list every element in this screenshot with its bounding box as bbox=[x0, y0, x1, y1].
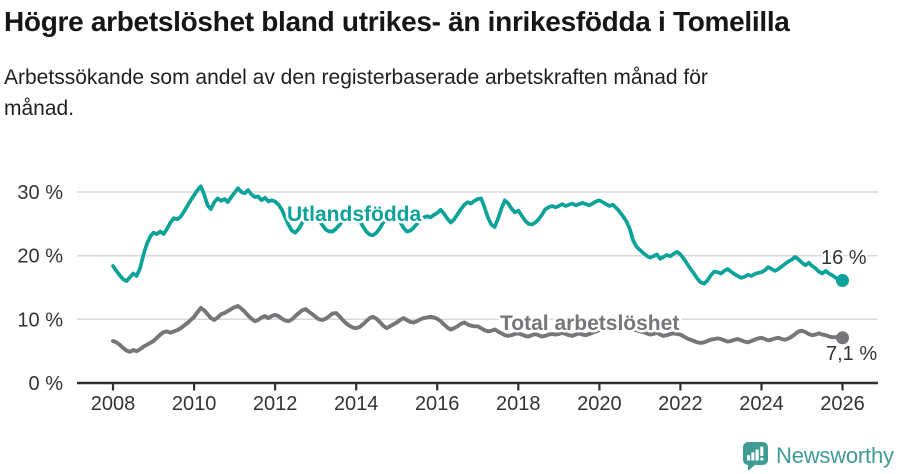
x-axis-ticks bbox=[111, 383, 844, 391]
chart-subtitle-line1: Arbetssökande som andel av den registerb… bbox=[4, 66, 708, 89]
chart-subtitle: Arbetssökande som andel av den registerb… bbox=[4, 62, 884, 124]
x-tick-label-2020: 2020 bbox=[577, 393, 622, 415]
chart-subtitle-line2: månad. bbox=[4, 97, 75, 120]
x-tick-label-2008: 2008 bbox=[91, 393, 136, 415]
newsworthy-logo-link[interactable]: Newsworthy bbox=[742, 441, 894, 471]
x-tick-label-2026: 2026 bbox=[820, 393, 865, 415]
x-tick-label-2016: 2016 bbox=[415, 393, 460, 415]
end-value-label-total: 7,1 % bbox=[826, 343, 877, 365]
x-tick-label-2012: 2012 bbox=[253, 393, 298, 415]
x-tick-label-2024: 2024 bbox=[739, 393, 784, 415]
end-value-label-utlandsfodda: 16 % bbox=[821, 247, 867, 269]
newsworthy-logo-icon bbox=[743, 442, 768, 471]
logo-bar-chart-glyph bbox=[747, 446, 764, 461]
series-label-total: Total arbetslöshet bbox=[500, 312, 679, 335]
x-axis-tick-labels: 2008 2010 2012 2014 2016 2018 2020 2022 2024 2026 bbox=[91, 393, 865, 415]
x-tick-label-2010: 2010 bbox=[172, 393, 217, 415]
series-line-utlandsfodda bbox=[111, 184, 845, 286]
y-tick-label-30: 30 % bbox=[17, 182, 63, 204]
series-label-utlandsfodda: Utlandsfödda bbox=[287, 203, 421, 226]
x-tick-label-2018: 2018 bbox=[496, 393, 541, 415]
x-tick-label-2014: 2014 bbox=[334, 393, 379, 415]
series-end-dot-utlandsfodda bbox=[836, 274, 849, 287]
series-line-total bbox=[111, 304, 845, 354]
y-tick-label-0: 0 % bbox=[29, 373, 64, 395]
y-tick-label-10: 10 % bbox=[17, 309, 63, 331]
chart-title: Högre arbetslöshet bland utrikes- än inr… bbox=[4, 6, 790, 37]
x-tick-label-2022: 2022 bbox=[658, 393, 703, 415]
newsworthy-brand-name: Newsworthy bbox=[776, 443, 894, 468]
y-tick-label-20: 20 % bbox=[17, 246, 63, 268]
logo-speech-bubble bbox=[743, 442, 768, 471]
gridlines bbox=[77, 191, 878, 321]
series-end-dot-total bbox=[836, 331, 849, 345]
y-axis-labels: 0 % 10 % 20 % 30 % bbox=[17, 182, 63, 395]
